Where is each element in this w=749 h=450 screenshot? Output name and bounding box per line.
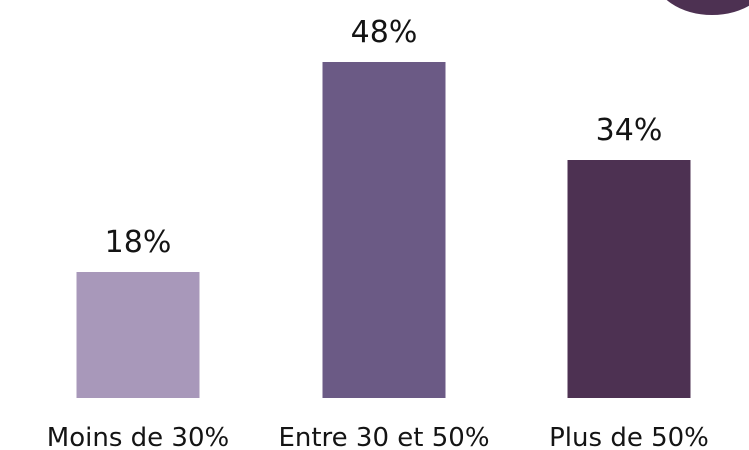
bars-layer — [76, 62, 691, 398]
value-label-1: 18% — [105, 225, 172, 260]
bar-3 — [567, 160, 691, 398]
value-labels-layer: 18% 48% 34% — [105, 15, 663, 260]
category-label-2: Entre 30 et 50% — [278, 423, 489, 450]
value-label-3: 34% — [596, 113, 663, 148]
bar-1 — [76, 272, 200, 398]
corner-badge — [666, 0, 749, 15]
value-label-2: 48% — [351, 15, 418, 50]
category-labels-layer: Moins de 30% Entre 30 et 50% Plus de 50% — [47, 423, 709, 450]
category-label-3: Plus de 50% — [549, 423, 709, 450]
bar-2 — [322, 62, 446, 398]
category-label-1: Moins de 30% — [47, 423, 229, 450]
